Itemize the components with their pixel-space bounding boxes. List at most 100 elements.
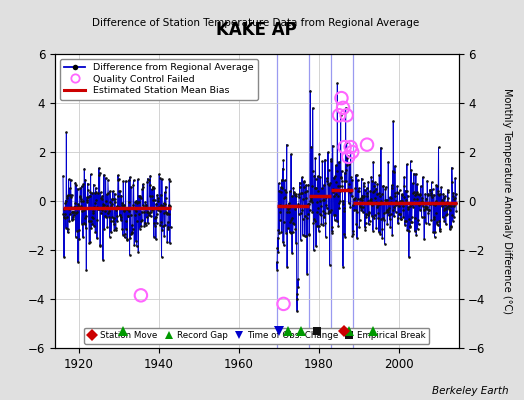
Point bbox=[119, 232, 127, 238]
Point bbox=[355, 188, 363, 194]
Point bbox=[422, 204, 431, 210]
Point bbox=[357, 175, 366, 182]
Point bbox=[383, 197, 391, 204]
Point bbox=[130, 206, 139, 212]
Point bbox=[150, 184, 158, 191]
Point bbox=[136, 225, 144, 232]
Point bbox=[134, 199, 142, 205]
Point bbox=[165, 176, 173, 182]
Point bbox=[416, 190, 424, 197]
Point bbox=[85, 192, 94, 199]
Point bbox=[104, 206, 113, 212]
Point bbox=[122, 178, 130, 184]
Point bbox=[398, 198, 406, 204]
Point bbox=[451, 175, 460, 182]
Point bbox=[165, 202, 173, 208]
Point bbox=[159, 200, 168, 206]
Point bbox=[75, 194, 84, 200]
Point bbox=[152, 210, 161, 217]
Point bbox=[155, 208, 163, 215]
Point bbox=[137, 223, 145, 230]
Point bbox=[435, 228, 444, 234]
Point bbox=[95, 170, 104, 176]
Point bbox=[311, 155, 320, 162]
Point bbox=[165, 211, 173, 217]
Point bbox=[148, 207, 156, 213]
Point bbox=[444, 202, 453, 209]
Point bbox=[118, 202, 127, 209]
Point bbox=[384, 209, 392, 216]
Point bbox=[76, 192, 84, 199]
Point bbox=[307, 195, 315, 202]
Point bbox=[133, 218, 141, 224]
Point bbox=[348, 149, 356, 155]
Point bbox=[140, 220, 149, 226]
Point bbox=[334, 200, 343, 206]
Point bbox=[151, 236, 160, 242]
Point bbox=[409, 190, 417, 196]
Point bbox=[65, 206, 73, 212]
Point bbox=[395, 203, 403, 210]
Point bbox=[67, 204, 75, 210]
Point bbox=[145, 177, 154, 183]
Point bbox=[66, 185, 74, 192]
Point bbox=[382, 208, 390, 215]
Point bbox=[410, 192, 419, 198]
Point bbox=[141, 220, 149, 226]
Point bbox=[123, 236, 132, 243]
Point bbox=[390, 204, 398, 210]
Point bbox=[417, 183, 425, 189]
Point bbox=[440, 194, 448, 201]
Point bbox=[143, 214, 151, 221]
Point bbox=[446, 202, 455, 209]
Point bbox=[335, 187, 344, 194]
Point bbox=[100, 172, 108, 178]
Point bbox=[73, 208, 81, 215]
Point bbox=[339, 105, 347, 111]
Point bbox=[73, 186, 82, 192]
Point bbox=[115, 188, 124, 195]
Point bbox=[452, 191, 460, 198]
Point bbox=[421, 191, 429, 197]
Point bbox=[435, 191, 443, 198]
Point bbox=[281, 187, 289, 194]
Point bbox=[424, 190, 432, 197]
Point bbox=[100, 202, 108, 208]
Point bbox=[156, 175, 164, 182]
Point bbox=[106, 203, 115, 209]
Point bbox=[446, 206, 454, 213]
Point bbox=[364, 178, 373, 185]
Point bbox=[286, 229, 294, 236]
Point bbox=[308, 198, 316, 205]
Point bbox=[351, 185, 359, 191]
Point bbox=[452, 208, 461, 214]
Point bbox=[348, 177, 356, 183]
Point bbox=[141, 204, 150, 210]
Point bbox=[402, 188, 411, 195]
Point bbox=[166, 203, 174, 209]
Point bbox=[150, 197, 159, 203]
Point bbox=[292, 296, 301, 302]
Point bbox=[430, 234, 439, 240]
Point bbox=[405, 216, 413, 223]
Point bbox=[341, 234, 349, 240]
Point bbox=[334, 222, 343, 229]
Point bbox=[108, 214, 116, 221]
Point bbox=[160, 210, 168, 216]
Point bbox=[82, 266, 91, 273]
Point bbox=[163, 219, 172, 226]
Point bbox=[291, 191, 300, 197]
Point bbox=[433, 221, 441, 227]
Point bbox=[63, 192, 71, 199]
Point bbox=[388, 185, 396, 191]
Point bbox=[356, 195, 365, 202]
Point bbox=[162, 184, 170, 190]
Point bbox=[86, 239, 94, 245]
Point bbox=[429, 216, 438, 222]
Point bbox=[342, 178, 350, 184]
Point bbox=[343, 154, 351, 161]
Point bbox=[289, 184, 298, 191]
Point bbox=[407, 158, 415, 164]
Point bbox=[424, 210, 432, 216]
Point bbox=[363, 193, 371, 199]
